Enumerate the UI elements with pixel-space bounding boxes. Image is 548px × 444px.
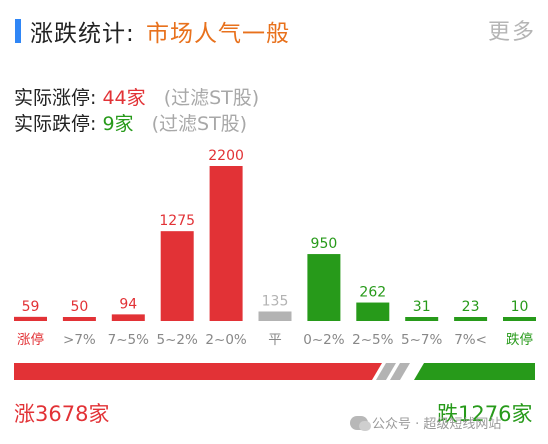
limit-down-label: 实际跌停:	[14, 113, 97, 135]
bar-value-label-9: 23	[462, 299, 480, 315]
bar-10	[503, 317, 536, 321]
limit-up-label: 实际涨停:	[14, 87, 97, 109]
limit-up-note: (过滤ST股)	[163, 87, 260, 109]
market-sentiment: 市场人气一般	[146, 21, 290, 47]
page-title: 涨跌统计:	[30, 21, 135, 47]
total-down-count: 跌1276家	[437, 402, 533, 426]
category-label-4: 2~0%	[205, 332, 246, 348]
bar-value-label-8: 31	[413, 299, 431, 315]
bar-6	[307, 254, 341, 321]
category-label-7: 2~5%	[352, 332, 393, 348]
bar-value-label-6: 950	[311, 236, 338, 252]
category-label-2: 7~5%	[108, 332, 149, 348]
bar-value-label-7: 262	[359, 285, 386, 301]
limit-up-stat: 实际涨停: 44家 (过滤ST股)	[14, 83, 259, 110]
ratio-down-segment	[414, 363, 535, 380]
ratio-flat-segment-1	[376, 363, 396, 380]
category-label-9: 7%<	[454, 332, 487, 348]
more-link[interactable]: 更多	[487, 20, 536, 45]
bar-value-label-1: 50	[70, 299, 88, 315]
bar-8	[405, 317, 439, 321]
category-label-1: >7%	[63, 332, 96, 348]
limit-down-stat: 实际跌停: 9家 (过滤ST股)	[14, 109, 247, 136]
header-accent-bar	[15, 19, 21, 43]
bar-3	[160, 231, 194, 321]
bar-value-label-10: 10	[511, 299, 529, 315]
category-label-5: 平	[268, 332, 282, 348]
bar-9	[454, 317, 488, 321]
bar-value-label-3: 1275	[159, 213, 195, 229]
bar-value-label-4: 2200	[208, 148, 244, 164]
bar-value-label-5: 135	[262, 293, 289, 309]
bar-5	[258, 311, 292, 321]
category-label-8: 5~7%	[401, 332, 442, 348]
bar-1	[62, 317, 96, 321]
limit-down-note: (过滤ST股)	[151, 113, 248, 135]
watermark-text: 公众号 · 超级短线网站	[372, 417, 502, 432]
bar-0	[14, 316, 47, 321]
bar-7	[356, 302, 390, 321]
watermark: 公众号 · 超级短线网站	[350, 413, 501, 432]
bar-value-label-2: 94	[119, 296, 137, 312]
category-label-0: 涨停	[17, 331, 44, 348]
ratio-flat-segment-2	[390, 363, 410, 380]
bar-4	[209, 166, 243, 321]
limit-up-value: 44家	[102, 87, 146, 109]
ratio-up-segment	[14, 363, 382, 380]
wechat-icon	[350, 415, 371, 431]
category-label-6: 0~2%	[303, 332, 344, 348]
total-up-count: 涨3678家	[14, 402, 110, 426]
category-label-3: 5~2%	[157, 332, 198, 348]
category-label-10: 跌停	[506, 331, 533, 348]
limit-down-value: 9家	[102, 113, 134, 135]
bar-value-label-0: 59	[22, 299, 40, 315]
bar-2	[111, 314, 145, 321]
distribution-chart: 59 涨停 50 >7% 94 7~5% 1275 5~2% 2200 2~0% 135 平 950 0~…	[14, 148, 536, 348]
